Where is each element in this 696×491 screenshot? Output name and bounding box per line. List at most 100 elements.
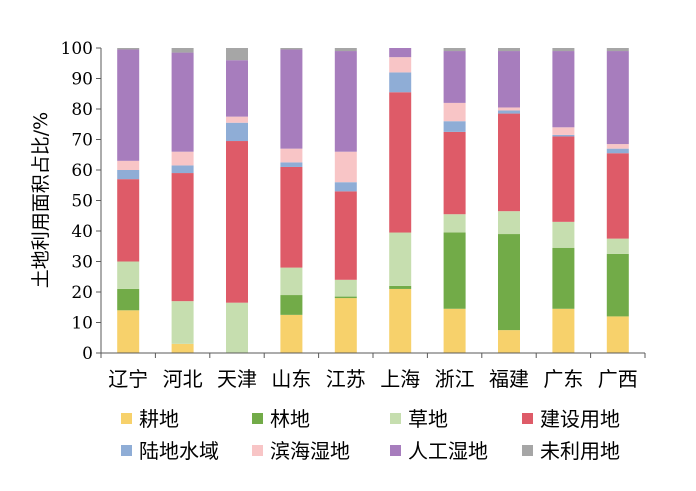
bar-segment-7-5 xyxy=(443,121,466,132)
bar-segment-4-8 xyxy=(280,48,303,50)
bar-segment-8-2 xyxy=(498,234,520,331)
bar-segment-2-7 xyxy=(171,52,194,152)
bar-segment-8-6 xyxy=(498,107,520,111)
bar-segment-1-7 xyxy=(117,49,140,161)
bar-segment-7-8 xyxy=(443,48,466,52)
bar-segment-7-3 xyxy=(443,214,466,233)
bar-segment-9-6 xyxy=(552,127,575,135)
bar-segment-1-4 xyxy=(117,179,140,262)
legend-swatch xyxy=(390,413,401,424)
x-category-label: 江苏 xyxy=(326,367,366,391)
legend-label: 陆地水域 xyxy=(139,439,219,463)
bar-segment-9-1 xyxy=(552,308,575,353)
bar-segment-2-1 xyxy=(171,343,194,353)
y-tick-label: 40 xyxy=(71,222,93,242)
bar-segment-7-1 xyxy=(443,308,466,353)
bar-segment-9-3 xyxy=(552,221,575,248)
bar-segment-5-8 xyxy=(334,48,357,52)
bar-segment-6-1 xyxy=(389,288,412,353)
bar-segment-1-3 xyxy=(117,261,140,289)
bar-segment-3-6 xyxy=(226,116,248,123)
bar-segment-3-8 xyxy=(226,48,248,61)
bar-segment-10-3 xyxy=(606,238,629,254)
bar-segment-2-3 xyxy=(171,301,194,344)
bar-segment-5-3 xyxy=(334,279,357,297)
bar-segment-6-2 xyxy=(389,285,412,289)
bar-segment-9-4 xyxy=(552,136,575,222)
bar-segment-8-1 xyxy=(498,330,520,354)
bar-segment-4-7 xyxy=(280,49,303,149)
bar-segment-4-2 xyxy=(280,295,303,315)
y-tick-label: 90 xyxy=(71,70,93,90)
x-category-label: 广西 xyxy=(598,367,638,391)
bar-segment-8-7 xyxy=(498,51,520,108)
legend-swatch xyxy=(121,413,132,424)
x-category-label: 福建 xyxy=(489,367,529,391)
legend-label: 耕地 xyxy=(139,407,179,431)
legend-swatch xyxy=(390,445,401,456)
bar-segment-5-2 xyxy=(334,296,357,299)
legend-swatch xyxy=(252,445,263,456)
bar-segment-5-1 xyxy=(334,298,357,353)
legend-swatch xyxy=(522,413,533,424)
legend-label: 草地 xyxy=(408,407,448,431)
bar-segment-4-5 xyxy=(280,162,303,167)
x-category-label: 天津 xyxy=(217,367,257,391)
legend-swatch xyxy=(522,445,533,456)
legend-label: 滨海湿地 xyxy=(270,439,350,463)
bar-segment-9-7 xyxy=(552,51,575,128)
y-tick-label: 80 xyxy=(71,100,93,120)
bar-segment-8-5 xyxy=(498,110,520,114)
bar-segment-4-6 xyxy=(280,148,303,163)
bar-segment-1-5 xyxy=(117,170,140,180)
bar-segment-4-3 xyxy=(280,267,303,296)
bar-segment-8-4 xyxy=(498,113,520,212)
y-tick-label: 30 xyxy=(71,253,93,273)
bar-segment-10-4 xyxy=(606,153,629,239)
bar-segment-9-5 xyxy=(552,134,575,137)
x-category-label: 上海 xyxy=(380,367,420,391)
bar-segment-3-3 xyxy=(226,302,248,353)
bar-segment-10-2 xyxy=(606,253,629,317)
bar-segment-4-4 xyxy=(280,166,303,268)
legend-label: 未利用地 xyxy=(540,439,620,463)
bar-segment-5-7 xyxy=(334,51,357,152)
bars-group xyxy=(117,48,629,354)
bar-segment-1-2 xyxy=(117,288,140,311)
legend-swatch xyxy=(252,413,263,424)
bar-segment-10-6 xyxy=(606,144,629,149)
y-tick-label: 100 xyxy=(61,39,93,59)
bar-segment-8-3 xyxy=(498,211,520,235)
bar-segment-10-1 xyxy=(606,316,629,353)
legend-label: 人工湿地 xyxy=(408,439,488,463)
bar-segment-6-3 xyxy=(389,232,412,286)
y-tick-label: 60 xyxy=(71,161,93,181)
bar-segment-6-5 xyxy=(389,72,412,93)
bar-segment-5-4 xyxy=(334,191,357,280)
x-category-label: 山东 xyxy=(271,367,311,391)
y-tick-label: 20 xyxy=(71,283,93,303)
bar-segment-1-8 xyxy=(117,48,140,50)
y-tick-label: 70 xyxy=(71,131,93,151)
y-tick-label: 10 xyxy=(71,314,93,334)
bar-segment-10-5 xyxy=(606,148,629,154)
bar-segment-9-2 xyxy=(552,247,575,309)
bar-segment-7-6 xyxy=(443,102,466,122)
y-tick-label: 0 xyxy=(82,344,93,364)
bar-segment-6-7 xyxy=(389,48,412,58)
axes-group: 0 10 20 30 40 50 60 70 80 90 100 辽宁 河北 天津 山东 江苏 上海 浙江 福建 广东… xyxy=(61,39,646,391)
bar-segment-2-8 xyxy=(171,48,194,53)
bar-segment-2-4 xyxy=(171,173,194,302)
y-axis-title: 土地利用面积占比/% xyxy=(30,112,52,288)
bar-segment-7-7 xyxy=(443,51,466,103)
x-category-label: 河北 xyxy=(163,367,203,391)
bar-segment-7-4 xyxy=(443,131,466,215)
bar-segment-10-7 xyxy=(606,51,629,145)
bar-segment-6-4 xyxy=(389,92,412,233)
bar-segment-6-6 xyxy=(389,57,412,73)
legend-swatch xyxy=(121,445,132,456)
bar-segment-7-2 xyxy=(443,232,466,309)
bar-segment-3-5 xyxy=(226,122,248,142)
bar-segment-4-1 xyxy=(280,314,303,354)
